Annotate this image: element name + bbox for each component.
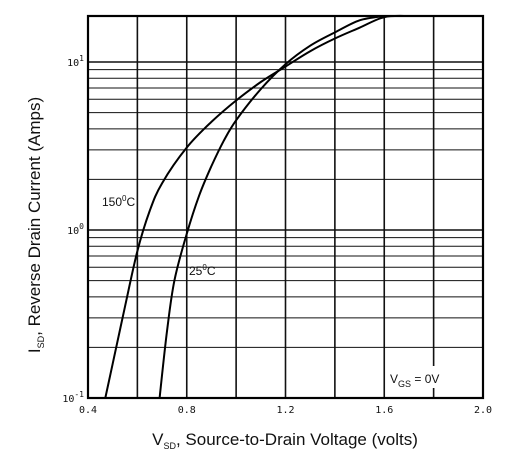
grid: [87, 16, 484, 399]
curves: [104, 14, 409, 399]
series-line-0: [104, 14, 409, 399]
x-tick-label: 0.8: [178, 405, 196, 416]
y-axis-title: ISD, Reverse Drain Current (Amps): [25, 97, 46, 353]
x-tick-label: 1.2: [276, 405, 294, 416]
vgs-annotation: VGS = 0V: [390, 372, 439, 389]
series-label-25c: 250C: [189, 263, 216, 278]
x-tick-label: 0.4: [79, 405, 97, 416]
plot-frame: [86, 14, 485, 400]
x-tick-label: 1.6: [375, 405, 393, 416]
x-axis-title: VSD, Source-to-Drain Voltage (volts): [152, 430, 418, 451]
y-tick-labels: 10-1 100 101: [62, 54, 84, 405]
annotation-background: [386, 366, 480, 388]
x-tick-labels: 0.4 0.8 1.2 1.6 2.0: [79, 405, 492, 416]
y-tick-label: 101: [67, 54, 84, 69]
series-label-150c: 1500C: [102, 194, 135, 209]
y-tick-label: 10-1: [62, 390, 84, 405]
y-tick-label: 100: [67, 222, 84, 237]
x-tick-label: 2.0: [474, 405, 492, 416]
series-line-1: [158, 15, 385, 399]
